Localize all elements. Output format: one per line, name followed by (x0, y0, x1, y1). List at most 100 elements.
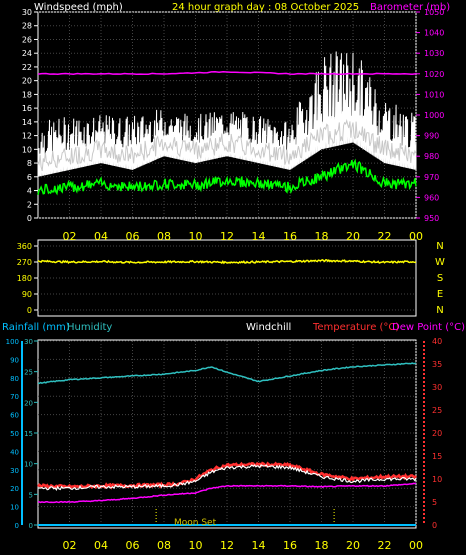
y-tick-label: 1020 (424, 70, 444, 79)
series-layer (37, 51, 417, 526)
y-tick-label: 2 (27, 200, 32, 209)
compass-label: N (436, 305, 443, 316)
y-tick-label: 35 (432, 360, 442, 369)
y-tick-label: 5 (432, 498, 437, 507)
x-tick-label: 08 (157, 230, 171, 243)
y-tick-label: 25 (24, 369, 33, 377)
y-tick-label: 6 (27, 173, 32, 182)
y-tick-label: 0 (432, 521, 437, 530)
y-tick-label: 10 (10, 504, 19, 512)
y-tick-label: 1040 (424, 29, 444, 38)
y-tick-label: 40 (10, 448, 19, 456)
y-tick-label: 1050 (424, 8, 444, 17)
compass-label: W (435, 257, 445, 268)
x-tick-label: 10 (189, 230, 203, 243)
x-tick-label: 00 (409, 230, 423, 243)
humidity-series (37, 362, 417, 385)
x-tick-label: 16 (283, 230, 297, 243)
windspeed-axis-label: Windspeed (mph) (34, 2, 123, 13)
y-tick-label: 15 (24, 430, 33, 438)
x-tick-label: 14 (252, 539, 266, 552)
y-tick-label: 0 (27, 214, 32, 223)
y-tick-label: 30 (10, 467, 19, 475)
y-tick-label: 1010 (424, 90, 444, 99)
y-tick-label: 20 (432, 429, 442, 438)
humidity-axis-label: Humidity (67, 322, 112, 333)
y-tick-label: 25 (432, 406, 442, 415)
y-tick-label: 12 (22, 132, 32, 141)
y-tick-label: 90 (22, 290, 32, 299)
x-tick-label: 00 (409, 539, 423, 552)
y-tick-label: 30 (24, 338, 33, 346)
y-tick-label: 990 (424, 132, 439, 141)
x-tick-label: 04 (94, 539, 108, 552)
x-tick-label: 20 (346, 230, 360, 243)
x-tick-label: 18 (315, 230, 329, 243)
y-tick-label: 0 (15, 522, 19, 530)
tick-labels: 0246810121416182022242628309509609709809… (6, 8, 445, 552)
x-tick-label: 10 (189, 539, 203, 552)
compass-label: E (437, 289, 443, 300)
y-tick-label: 0 (27, 306, 32, 315)
x-tick-label: 20 (346, 539, 360, 552)
compass-label: N (436, 241, 443, 252)
barometer-series (37, 70, 417, 75)
y-tick-label: 950 (424, 214, 439, 223)
y-tick-label: 270 (17, 258, 32, 267)
y-tick-label: 24 (22, 49, 32, 58)
y-tick-label: 970 (424, 173, 439, 182)
y-tick-label: 70 (10, 393, 19, 401)
y-tick-label: 14 (22, 118, 32, 127)
x-tick-label: 12 (220, 230, 234, 243)
compass-label: S (437, 273, 443, 284)
x-tick-label: 16 (283, 539, 297, 552)
y-tick-label: 100 (6, 338, 19, 346)
y-tick-label: 16 (22, 104, 32, 113)
y-tick-label: 10 (432, 475, 442, 484)
x-tick-label: 08 (157, 539, 171, 552)
y-tick-label: 15 (432, 452, 442, 461)
rainfall-axis-label: Rainfall (mm) (2, 322, 70, 333)
temperature-axis-label: Temperature (°C) (312, 322, 399, 333)
y-tick-label: 180 (17, 274, 32, 283)
windchill-label: Windchill (246, 322, 291, 333)
y-tick-label: 28 (22, 22, 32, 31)
y-tick-label: 30 (22, 8, 32, 17)
x-tick-label: 06 (126, 230, 140, 243)
y-tick-label: 980 (424, 152, 439, 161)
y-tick-label: 80 (10, 375, 19, 383)
y-tick-label: 30 (432, 383, 442, 392)
x-tick-label: 18 (315, 539, 329, 552)
y-tick-label: 0 (29, 522, 33, 530)
dewpoint-axis-label: Dew Point (°C) (392, 322, 465, 333)
x-tick-label: 22 (378, 539, 392, 552)
moonset-label: Moon Set (174, 518, 217, 528)
y-tick-label: 60 (10, 412, 19, 420)
x-tick-label: 14 (252, 230, 266, 243)
y-tick-label: 10 (24, 461, 33, 469)
y-tick-label: 960 (424, 193, 439, 202)
chart-title: 24 hour graph day : 08 October 2025 (172, 2, 359, 13)
x-tick-label: 12 (220, 539, 234, 552)
windspeed-series (37, 118, 417, 172)
y-tick-label: 20 (24, 399, 33, 407)
y-tick-label: 22 (22, 63, 32, 72)
x-tick-label: 02 (63, 230, 77, 243)
x-tick-label: 04 (94, 230, 108, 243)
y-tick-label: 90 (10, 356, 19, 364)
y-tick-label: 1000 (424, 111, 444, 120)
x-tick-label: 02 (63, 539, 77, 552)
dewpoint-series (37, 482, 417, 504)
x-tick-label: 22 (378, 230, 392, 243)
y-tick-label: 26 (22, 35, 32, 44)
x-tick-label: 06 (126, 539, 140, 552)
y-tick-label: 20 (10, 485, 19, 493)
y-tick-label: 1030 (424, 49, 444, 58)
y-tick-label: 20 (22, 77, 32, 86)
y-tick-label: 50 (10, 430, 19, 438)
y-tick-label: 18 (22, 90, 32, 99)
wind-direction-series (37, 258, 417, 265)
y-tick-label: 360 (17, 242, 32, 251)
y-tick-label: 4 (27, 187, 32, 196)
